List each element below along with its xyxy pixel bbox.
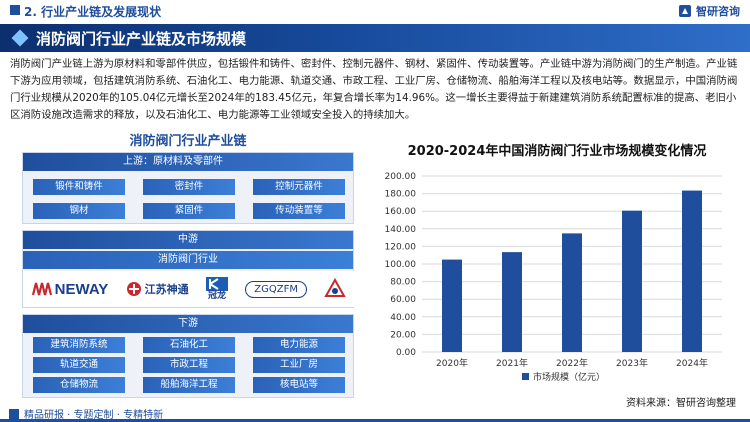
brand-logo-icon bbox=[679, 5, 691, 17]
upstream-item: 钢材 bbox=[33, 203, 125, 219]
y-tick-label: 60.00 bbox=[390, 295, 416, 305]
karon-logo: 冠龙 bbox=[205, 277, 228, 301]
upstream-stage: 上游：原材料及零部件 锻件和铸件 密封件 控制元器件 钢材 紧固件 传动装置等 bbox=[22, 152, 354, 224]
footer: 精品研报 · 专题定制 · 专精特新 资料来源：智研咨询整理 bbox=[0, 398, 750, 422]
y-tick-label: 100.00 bbox=[385, 260, 417, 270]
brand: 智研咨询 bbox=[678, 3, 740, 19]
upstream-item: 紧固件 bbox=[143, 203, 235, 219]
upstream-item: 控制元器件 bbox=[253, 179, 345, 195]
x-tick-label: 2021年 bbox=[496, 357, 528, 369]
brand-name: 智研咨询 bbox=[696, 5, 740, 18]
neway-mark-icon bbox=[31, 282, 52, 296]
page-title: 消防阀门行业产业链及市场规模 bbox=[36, 30, 247, 48]
legend-swatch bbox=[522, 373, 529, 380]
midstream-product: 消防阀门行业 bbox=[23, 251, 353, 269]
neway-logo: NEWAY bbox=[31, 281, 108, 298]
downstream-item: 市政工程 bbox=[143, 357, 235, 373]
jiangsu-shentong-logo: 江苏神通 bbox=[126, 281, 189, 297]
y-tick-label: 140.00 bbox=[385, 225, 417, 235]
downstream-item: 核电站等 bbox=[253, 377, 345, 393]
y-tick-label: 120.00 bbox=[385, 242, 417, 252]
x-tick-label: 2024年 bbox=[676, 357, 708, 369]
upstream-label: 上游：原材料及零部件 bbox=[23, 153, 353, 171]
zgqzfm-logo: ZGQZFM bbox=[245, 280, 307, 298]
downstream-item: 轨道交通 bbox=[33, 357, 125, 373]
downstream-item: 船舶海洋工程 bbox=[143, 377, 235, 393]
footer-tagline: 精品研报 · 专题定制 · 专精特新 bbox=[24, 410, 164, 421]
x-tick-label: 2020年 bbox=[436, 357, 468, 369]
downstream-item: 建筑消防系统 bbox=[33, 337, 125, 353]
downstream-item: 电力能源 bbox=[253, 337, 345, 353]
description-paragraph: 消防阀门产业链上游为原材料和零部件供应，包括锻件和铸件、密封件、控制元器件、钢材… bbox=[10, 58, 738, 121]
footer-tagline-wrap: 精品研报 · 专题定制 · 专精特新 bbox=[8, 406, 163, 421]
downstream-label: 下游 bbox=[23, 315, 353, 333]
chart-svg: 0.00 20.00 40.00 60.00 80.00 100.00 120.00 140.… bbox=[385, 172, 722, 383]
industry-chain-panel: 消防阀门行业产业链 上游：原材料及零部件 锻件和铸件 密封件 控制元器件 钢材 … bbox=[10, 130, 366, 398]
company-logos: NEWAY 江苏神通 冠龙 ZGQZFM bbox=[23, 271, 355, 307]
bar bbox=[562, 233, 582, 352]
valve-company-logo bbox=[324, 278, 347, 300]
y-tick-label: 160.00 bbox=[385, 207, 417, 217]
chart-title: 2020-2024年中国消防阀门行业市场规模变化情况 bbox=[407, 144, 707, 159]
top-bar: 2. 行业产业链及发展现状 智研咨询 bbox=[0, 0, 750, 22]
source-note: 资料来源：智研咨询整理 bbox=[626, 398, 736, 409]
valve-company-mark-icon bbox=[324, 278, 347, 297]
bar bbox=[442, 259, 462, 352]
midstream-stage: 中游 消防阀门行业 NEWAY 江苏神通 冠龙 bbox=[22, 230, 355, 308]
x-tick-label: 2022年 bbox=[556, 357, 588, 369]
y-tick-label: 40.00 bbox=[390, 313, 416, 323]
bar bbox=[682, 190, 702, 352]
section-title: 2. 行业产业链及发展现状 bbox=[24, 5, 162, 19]
y-tick-label: 180.00 bbox=[385, 190, 417, 200]
bar bbox=[622, 210, 642, 352]
upstream-item: 传动装置等 bbox=[253, 203, 345, 219]
downstream-item: 石油化工 bbox=[143, 337, 235, 353]
footer-divider bbox=[0, 419, 750, 422]
downstream-item: 工业厂房 bbox=[253, 357, 345, 373]
y-tick-label: 80.00 bbox=[390, 278, 416, 288]
y-tick-label: 200.00 bbox=[385, 172, 417, 182]
midstream-label: 中游 bbox=[23, 231, 353, 249]
title-bar: 消防阀门行业产业链及市场规模 bbox=[0, 24, 750, 52]
shentong-mark-icon bbox=[126, 282, 141, 296]
diamond-icon bbox=[11, 29, 29, 47]
downstream-stage: 下游 建筑消防系统 石油化工 电力能源 轨道交通 市政工程 工业厂房 仓储物流 … bbox=[22, 314, 354, 398]
tagline-icon bbox=[9, 408, 19, 419]
y-tick-label: 20.00 bbox=[390, 330, 416, 340]
chain-title: 消防阀门行业产业链 bbox=[129, 134, 247, 149]
legend-label: 市场规模（亿元） bbox=[533, 371, 605, 383]
bar bbox=[502, 252, 522, 352]
market-size-chart: 2020-2024年中国消防阀门行业市场规模变化情况 0.00 20.00 40.0… bbox=[372, 140, 742, 390]
karon-mark-icon bbox=[205, 277, 228, 291]
downstream-item: 仓储物流 bbox=[33, 377, 125, 393]
upstream-item: 锻件和铸件 bbox=[33, 179, 125, 195]
upstream-item: 密封件 bbox=[143, 179, 235, 195]
section-marker-icon bbox=[10, 5, 20, 15]
y-tick-label: 0.00 bbox=[396, 348, 416, 358]
x-tick-label: 2023年 bbox=[616, 357, 648, 369]
